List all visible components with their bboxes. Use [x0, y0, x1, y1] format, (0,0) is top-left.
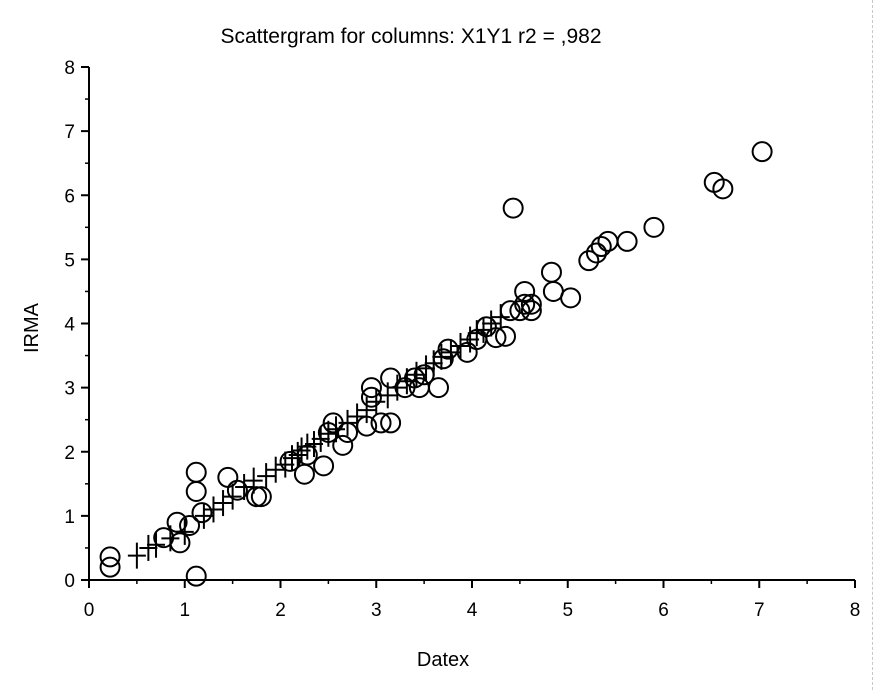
data-points	[99, 141, 773, 587]
x-tick-label: 3	[371, 600, 382, 621]
data-point-circle	[643, 216, 665, 238]
data-point-circle	[217, 466, 239, 488]
x-tick-label: 1	[179, 600, 190, 621]
data-point-plus	[407, 361, 426, 388]
data-point-plus	[348, 403, 367, 430]
x-tick-label: 7	[754, 600, 765, 621]
data-point-circle	[502, 197, 524, 219]
data-point-circle	[540, 261, 562, 283]
data-point-plus	[451, 332, 470, 359]
data-point-circle	[495, 325, 517, 347]
data-point-plus	[482, 310, 501, 337]
y-tick-label: 2	[64, 443, 75, 464]
data-point-plus	[338, 409, 357, 436]
data-point-circle	[380, 412, 402, 434]
data-point-plus	[397, 368, 416, 395]
data-point-circle	[185, 461, 207, 483]
y-tick-label: 5	[64, 250, 75, 271]
data-point-circle	[185, 481, 207, 503]
data-point-circle	[514, 293, 536, 315]
y-tick-label: 7	[64, 122, 75, 143]
data-point-circle	[520, 293, 542, 315]
data-point-circle	[404, 367, 426, 389]
data-point-circle	[169, 532, 191, 554]
x-tick-label: 4	[467, 600, 478, 621]
data-point-plus	[327, 416, 346, 443]
data-point-circle	[99, 556, 121, 578]
y-tick-label: 6	[64, 186, 75, 207]
data-point-plus	[311, 425, 330, 452]
data-point-circle	[360, 386, 382, 408]
data-point-plus	[417, 355, 436, 382]
data-point-plus	[378, 382, 397, 409]
x-tick-label: 8	[850, 600, 861, 621]
data-point-plus	[139, 534, 158, 561]
y-tick-label: 0	[64, 571, 75, 592]
data-point-circle	[578, 250, 600, 272]
data-point-plus	[357, 397, 376, 424]
data-point-circle	[250, 486, 272, 508]
data-point-circle	[99, 546, 121, 568]
data-point-circle	[246, 486, 268, 508]
window-edge	[872, 0, 882, 690]
data-point-plus	[204, 496, 223, 523]
data-point-plus	[266, 456, 285, 483]
data-point-plus	[147, 531, 166, 558]
data-point-circle	[179, 514, 201, 536]
y-axis-label: IRMA	[21, 302, 43, 353]
data-point-plus	[244, 467, 263, 494]
data-point-circle	[712, 178, 734, 200]
data-point-circle	[226, 479, 248, 501]
data-point-circle	[360, 377, 382, 399]
data-point-plus	[257, 463, 276, 490]
data-point-plus	[319, 420, 338, 447]
data-point-plus	[127, 542, 146, 569]
x-tick-label: 0	[84, 600, 95, 621]
data-point-circle	[185, 565, 207, 587]
data-point-plus	[432, 343, 451, 370]
y-tick-label: 8	[64, 58, 75, 79]
data-point-circle	[542, 280, 564, 302]
data-point-plus	[474, 316, 493, 343]
data-point-circle	[751, 141, 773, 163]
data-point-plus	[388, 374, 407, 401]
chart-title: Scattergram for columns: X1Y1 r2 = ,982	[220, 25, 601, 48]
data-point-plus	[175, 518, 194, 545]
y-tick-label: 4	[64, 315, 75, 336]
data-point-plus	[491, 304, 510, 331]
data-point-circle	[520, 300, 542, 322]
data-point-plus	[441, 339, 460, 366]
data-point-plus	[214, 490, 233, 517]
data-point-circle	[485, 327, 507, 349]
data-point-plus	[161, 525, 180, 552]
data-point-circle	[597, 230, 619, 252]
x-tick-label: 6	[658, 600, 669, 621]
data-point-plus	[235, 474, 254, 501]
data-point-plus	[288, 441, 307, 468]
x-tick-label: 5	[562, 600, 573, 621]
y-tick-label: 1	[64, 507, 75, 528]
data-point-circle	[585, 242, 607, 264]
data-point-circle	[191, 502, 213, 524]
data-point-circle	[370, 412, 392, 434]
data-point-circle	[616, 230, 638, 252]
x-axis-label: Datex	[417, 649, 469, 671]
data-point-circle	[313, 455, 335, 477]
data-point-circle	[560, 287, 582, 309]
axis-ticks: 0 1 2 3 4 5 6 7 8 0 1 2 3 4 5 6 7 8	[64, 58, 860, 621]
data-point-plus	[424, 350, 443, 377]
x-tick-label: 2	[275, 600, 286, 621]
data-point-plus	[223, 483, 242, 510]
data-point-plus	[194, 502, 213, 529]
data-point-circle	[509, 300, 531, 322]
data-point-circle	[590, 236, 612, 258]
data-point-plus	[367, 388, 386, 415]
data-point-circle	[514, 280, 536, 302]
data-point-circle	[427, 377, 449, 399]
data-point-circle	[332, 434, 354, 456]
y-tick-label: 3	[64, 379, 75, 400]
